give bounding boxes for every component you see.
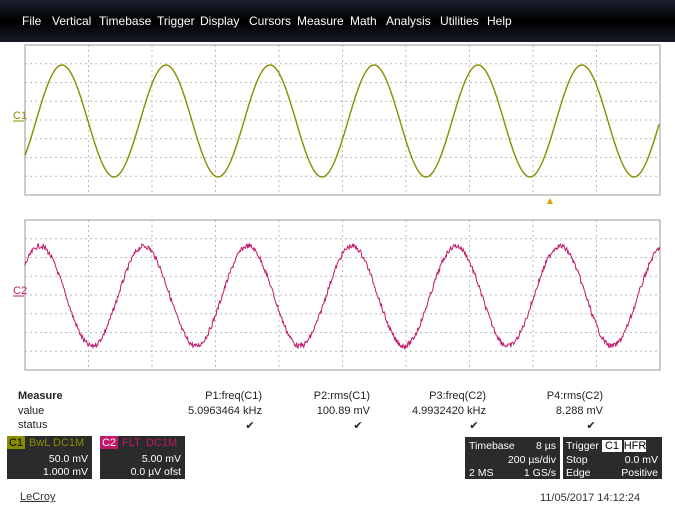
menu-item[interactable]: Trigger <box>157 14 195 28</box>
channel-offset: 1.000 mV <box>43 466 88 478</box>
menu-item[interactable]: Display <box>200 14 239 28</box>
menu-item[interactable]: Vertical <box>52 14 91 28</box>
grids <box>24 44 661 371</box>
timebase-samples: 2 MS <box>469 467 494 479</box>
menu-item[interactable]: Help <box>487 14 512 28</box>
channel-name: C2 <box>102 437 116 449</box>
measure-name[interactable]: P2:rms(C1) <box>314 390 370 402</box>
timebase-div: 200 µs/div <box>508 454 557 466</box>
channel-box[interactable]: C2 FLT DC1M 5.00 mV0.0 µV ofst <box>100 436 185 479</box>
waveform <box>24 64 660 178</box>
brand: LeCroy <box>20 491 56 503</box>
trigger-type: Edge <box>566 467 591 479</box>
grid-frame <box>24 44 661 196</box>
menu-item[interactable]: Math <box>350 14 377 28</box>
timebase-delay: 8 µs <box>536 440 556 452</box>
trigger-level: 0.0 mV <box>625 454 658 466</box>
measure-value: 8.288 mV <box>556 405 604 417</box>
measure-value: 4.9932420 kHz <box>412 405 486 417</box>
measure-name[interactable]: P1:freq(C1) <box>205 390 262 402</box>
trigger-title: Trigger <box>566 440 599 452</box>
trigger-tag: HFR <box>624 440 647 452</box>
channel-swatch <box>100 436 118 449</box>
channel-box[interactable]: C1 BwL DC1M 50.0 mV1.000 mV <box>7 436 92 479</box>
row-label: value <box>18 405 44 417</box>
measure-value: 100.89 mV <box>317 405 371 417</box>
measure-name[interactable]: P3:freq(C2) <box>429 390 486 402</box>
trigger-slope: Positive <box>621 467 658 479</box>
grid-frame <box>24 219 661 371</box>
measure-status: ✔ <box>353 420 362 432</box>
channel-tag: DC1M <box>146 437 177 449</box>
trigger-tag: C1 <box>605 440 619 452</box>
tag-bg <box>602 440 622 452</box>
measure-status: ✔ <box>245 420 254 432</box>
channel-scale: 50.0 mV <box>49 453 88 465</box>
tag-bg <box>624 440 646 452</box>
menu-item[interactable]: Timebase <box>99 14 152 28</box>
trigger-mode: Stop <box>566 454 588 466</box>
waveforms: C1 C2 <box>13 64 661 351</box>
channel-scale: 5.00 mV <box>142 453 181 465</box>
channel-tag: BwL <box>29 437 50 449</box>
menu: File Vertical Timebase Trigger Display Cursor… <box>22 14 512 28</box>
menu-item[interactable]: Measure <box>297 14 344 28</box>
channel-offset: 0.0 µV ofst <box>131 466 181 478</box>
timebase-panel <box>465 437 560 479</box>
measure-name[interactable]: P4:rms(C2) <box>547 390 603 402</box>
measure-status: ✔ <box>469 420 478 432</box>
menu-item[interactable]: Utilities <box>440 14 479 28</box>
menu-item[interactable]: Analysis <box>386 14 431 28</box>
channel-swatch <box>7 436 25 449</box>
measurements: P1:freq(C1) 5.0963464 kHz ✔ P2:rms(C1) 100.8… <box>188 390 604 432</box>
menu-item[interactable]: Cursors <box>249 14 291 28</box>
timestamp: 11/05/2017 14:12:24 <box>540 492 640 504</box>
timebase-box[interactable]: Timebase 8 µs 200 µs/div 2 MS 1 GS/s <box>465 437 560 479</box>
measure-value: 5.0963464 kHz <box>188 405 262 417</box>
row-label: status <box>18 419 48 431</box>
trigger-marker <box>547 198 553 204</box>
timebase-title: Timebase <box>469 440 515 452</box>
menu-bar <box>0 0 675 42</box>
menu-item[interactable]: File <box>22 14 42 28</box>
waveform <box>24 242 661 351</box>
channel-tag: FLT <box>122 437 141 449</box>
measure-status: ✔ <box>586 420 595 432</box>
channel-name: C1 <box>9 437 23 449</box>
trigger-box[interactable]: Trigger C1 HFR Stop 0.0 mV Edge Positive <box>563 437 662 479</box>
timebase-rate: 1 GS/s <box>524 467 556 479</box>
trace-label: C1 <box>13 110 27 122</box>
channel-tag: DC1M <box>53 437 84 449</box>
trace-label: C2 <box>13 285 27 297</box>
measure-title: Measure <box>18 390 63 402</box>
